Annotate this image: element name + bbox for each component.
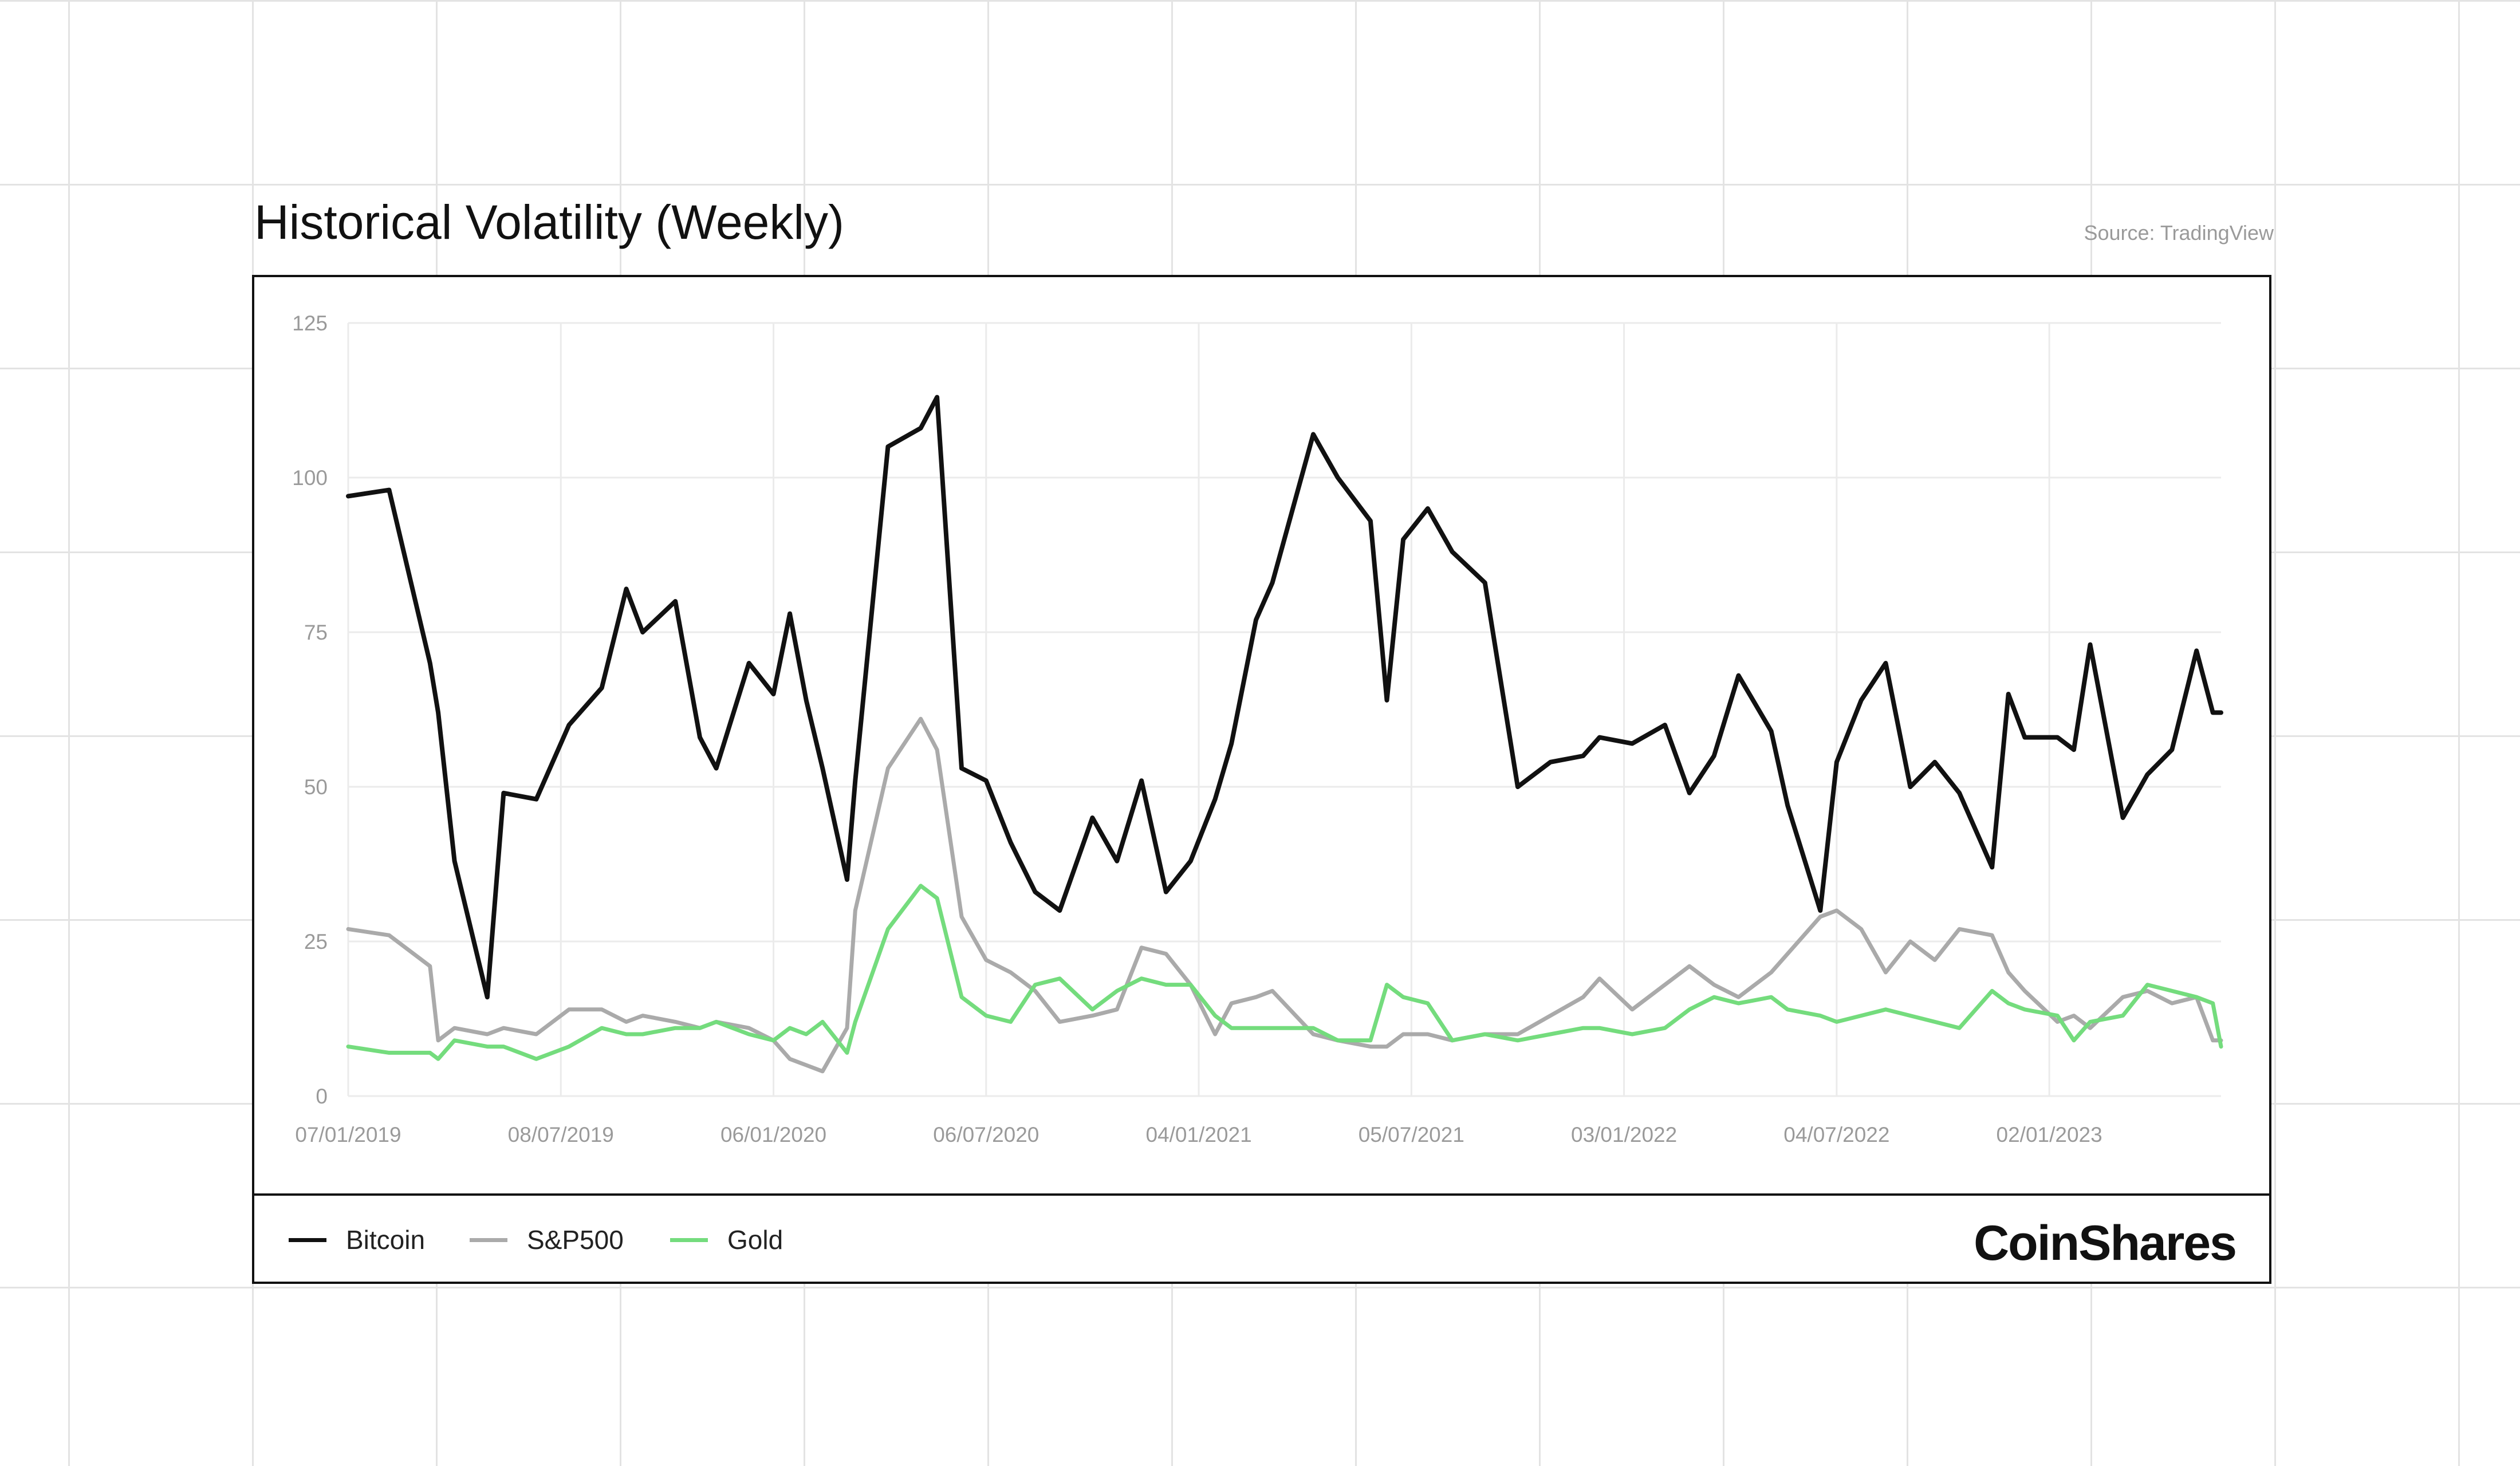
- grid-layer: [347, 322, 2221, 1097]
- y-tick-label: 25: [304, 930, 328, 953]
- coinshares-logo: CoinShares: [1974, 1216, 2237, 1271]
- y-tick-label: 50: [304, 775, 328, 799]
- legend-item-sp500: S&P500: [470, 1225, 624, 1255]
- legend-swatch-gold: [670, 1238, 708, 1242]
- y-axis-ticks: 0 25 50 75 100 125: [292, 312, 328, 1108]
- legend-swatch-sp500: [470, 1238, 507, 1242]
- x-axis-ticks: 07/01/2019 08/07/2019 06/01/2020 06/07/2020…: [295, 1123, 2102, 1146]
- x-tick-label: 06/01/2020: [720, 1123, 826, 1146]
- plot-area: 0 25 50 75 100 125 07/01/2019 08/07/2019 06/01/…: [292, 312, 2223, 1146]
- x-tick-label: 02/01/2023: [1997, 1123, 2102, 1146]
- legend-swatch-bitcoin: [289, 1238, 326, 1242]
- series-line-gold: [346, 884, 2223, 1061]
- y-tick-label: 100: [292, 466, 328, 490]
- chart-frame: 0 25 50 75 100 125 07/01/2019 08/07/2019 06/01/…: [252, 275, 2271, 1284]
- x-tick-label: 07/01/2019: [295, 1123, 401, 1146]
- series-line-sp500: [346, 716, 2223, 1074]
- x-tick-label: 08/07/2019: [508, 1123, 614, 1146]
- legend-item-bitcoin: Bitcoin: [289, 1225, 426, 1255]
- x-tick-label: 04/07/2022: [1783, 1123, 1889, 1146]
- legend-item-gold: Gold: [670, 1225, 783, 1255]
- x-tick-label: 04/01/2021: [1145, 1123, 1251, 1146]
- series-layer: [346, 395, 2223, 1074]
- x-tick-label: 05/07/2021: [1359, 1123, 1464, 1146]
- legend: Bitcoin S&P500 Gold CoinShares: [254, 1193, 2269, 1282]
- series-line-bitcoin: [346, 395, 2223, 1000]
- legend-label-gold: Gold: [727, 1225, 783, 1255]
- chart-source: Source: TradingView: [2084, 221, 2274, 245]
- legend-label-sp500: S&P500: [527, 1225, 624, 1255]
- y-tick-label: 0: [316, 1085, 328, 1108]
- legend-label-bitcoin: Bitcoin: [346, 1225, 426, 1255]
- y-tick-label: 125: [292, 312, 328, 335]
- chart-title: Historical Volatility (Weekly): [254, 195, 845, 249]
- y-tick-label: 75: [304, 621, 328, 644]
- x-tick-label: 06/07/2020: [933, 1123, 1039, 1146]
- x-tick-label: 03/01/2022: [1571, 1123, 1677, 1146]
